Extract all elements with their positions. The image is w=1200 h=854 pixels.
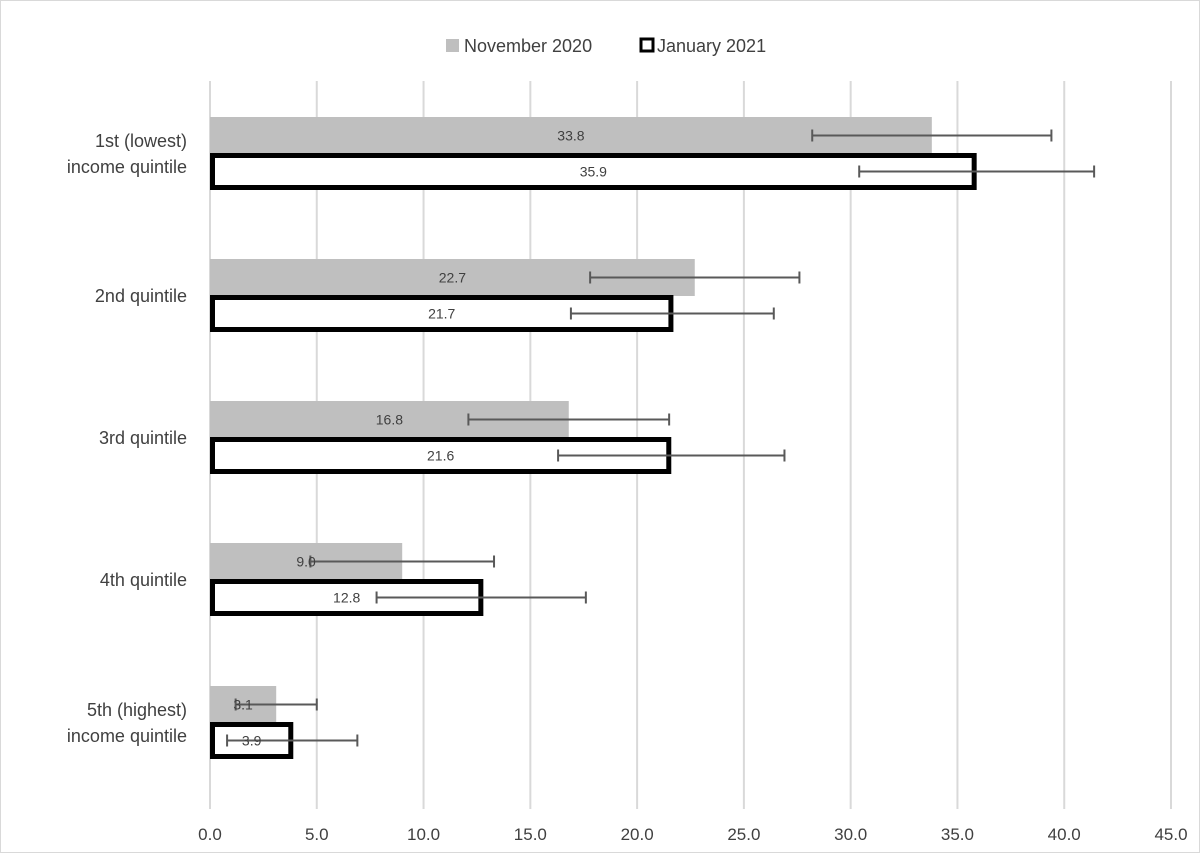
category-label: income quintile bbox=[67, 726, 187, 746]
axes: 0.0 5.0 10.0 15.0 20.0 25.0 30.0 35.0 40.0 45.0 1s… bbox=[67, 131, 1188, 844]
x-tick-label: 40.0 bbox=[1048, 825, 1081, 844]
x-tick-label: 20.0 bbox=[621, 825, 654, 844]
x-tick-label: 5.0 bbox=[305, 825, 329, 844]
legend-swatch-january-2021 bbox=[639, 37, 655, 53]
data-label: 3.9 bbox=[242, 733, 262, 749]
bar-january-2021 bbox=[210, 579, 484, 616]
category-label: 3rd quintile bbox=[99, 428, 187, 448]
category-label: 4th quintile bbox=[100, 570, 187, 590]
legend-swatch-november-2020 bbox=[446, 39, 459, 52]
category-label: 2nd quintile bbox=[95, 286, 187, 306]
x-tick-label: 10.0 bbox=[407, 825, 440, 844]
category-label: income quintile bbox=[67, 157, 187, 177]
data-label: 35.9 bbox=[580, 164, 607, 180]
x-tick-label: 30.0 bbox=[834, 825, 867, 844]
data-label: 16.8 bbox=[376, 412, 403, 428]
data-label: 21.6 bbox=[427, 448, 454, 464]
data-label: 21.7 bbox=[428, 306, 455, 322]
category-label: 1st (lowest) bbox=[95, 131, 187, 151]
x-tick-label: 15.0 bbox=[514, 825, 547, 844]
error-bars bbox=[226, 129, 1096, 747]
data-label: 33.8 bbox=[557, 128, 584, 144]
data-label: 3.1 bbox=[233, 697, 253, 713]
x-tick-label: 35.0 bbox=[941, 825, 974, 844]
legend: November 2020 January 2021 bbox=[446, 36, 766, 56]
data-label: 12.8 bbox=[333, 590, 360, 606]
x-tick-label: 25.0 bbox=[727, 825, 760, 844]
bar-january-2021 bbox=[210, 295, 674, 332]
data-label: 22.7 bbox=[439, 270, 466, 286]
x-tick-label: 0.0 bbox=[198, 825, 222, 844]
bars bbox=[210, 117, 977, 759]
x-tick-label: 45.0 bbox=[1154, 825, 1187, 844]
data-label: 9.0 bbox=[296, 554, 316, 570]
legend-label-november-2020: November 2020 bbox=[464, 36, 592, 56]
data-labels: 33.8 22.7 16.8 9.0 3.1 35.9 21.7 21.6 12.8 3.9 bbox=[233, 128, 607, 749]
legend-label-january-2021: January 2021 bbox=[657, 36, 766, 56]
category-label: 5th (highest) bbox=[87, 700, 187, 720]
